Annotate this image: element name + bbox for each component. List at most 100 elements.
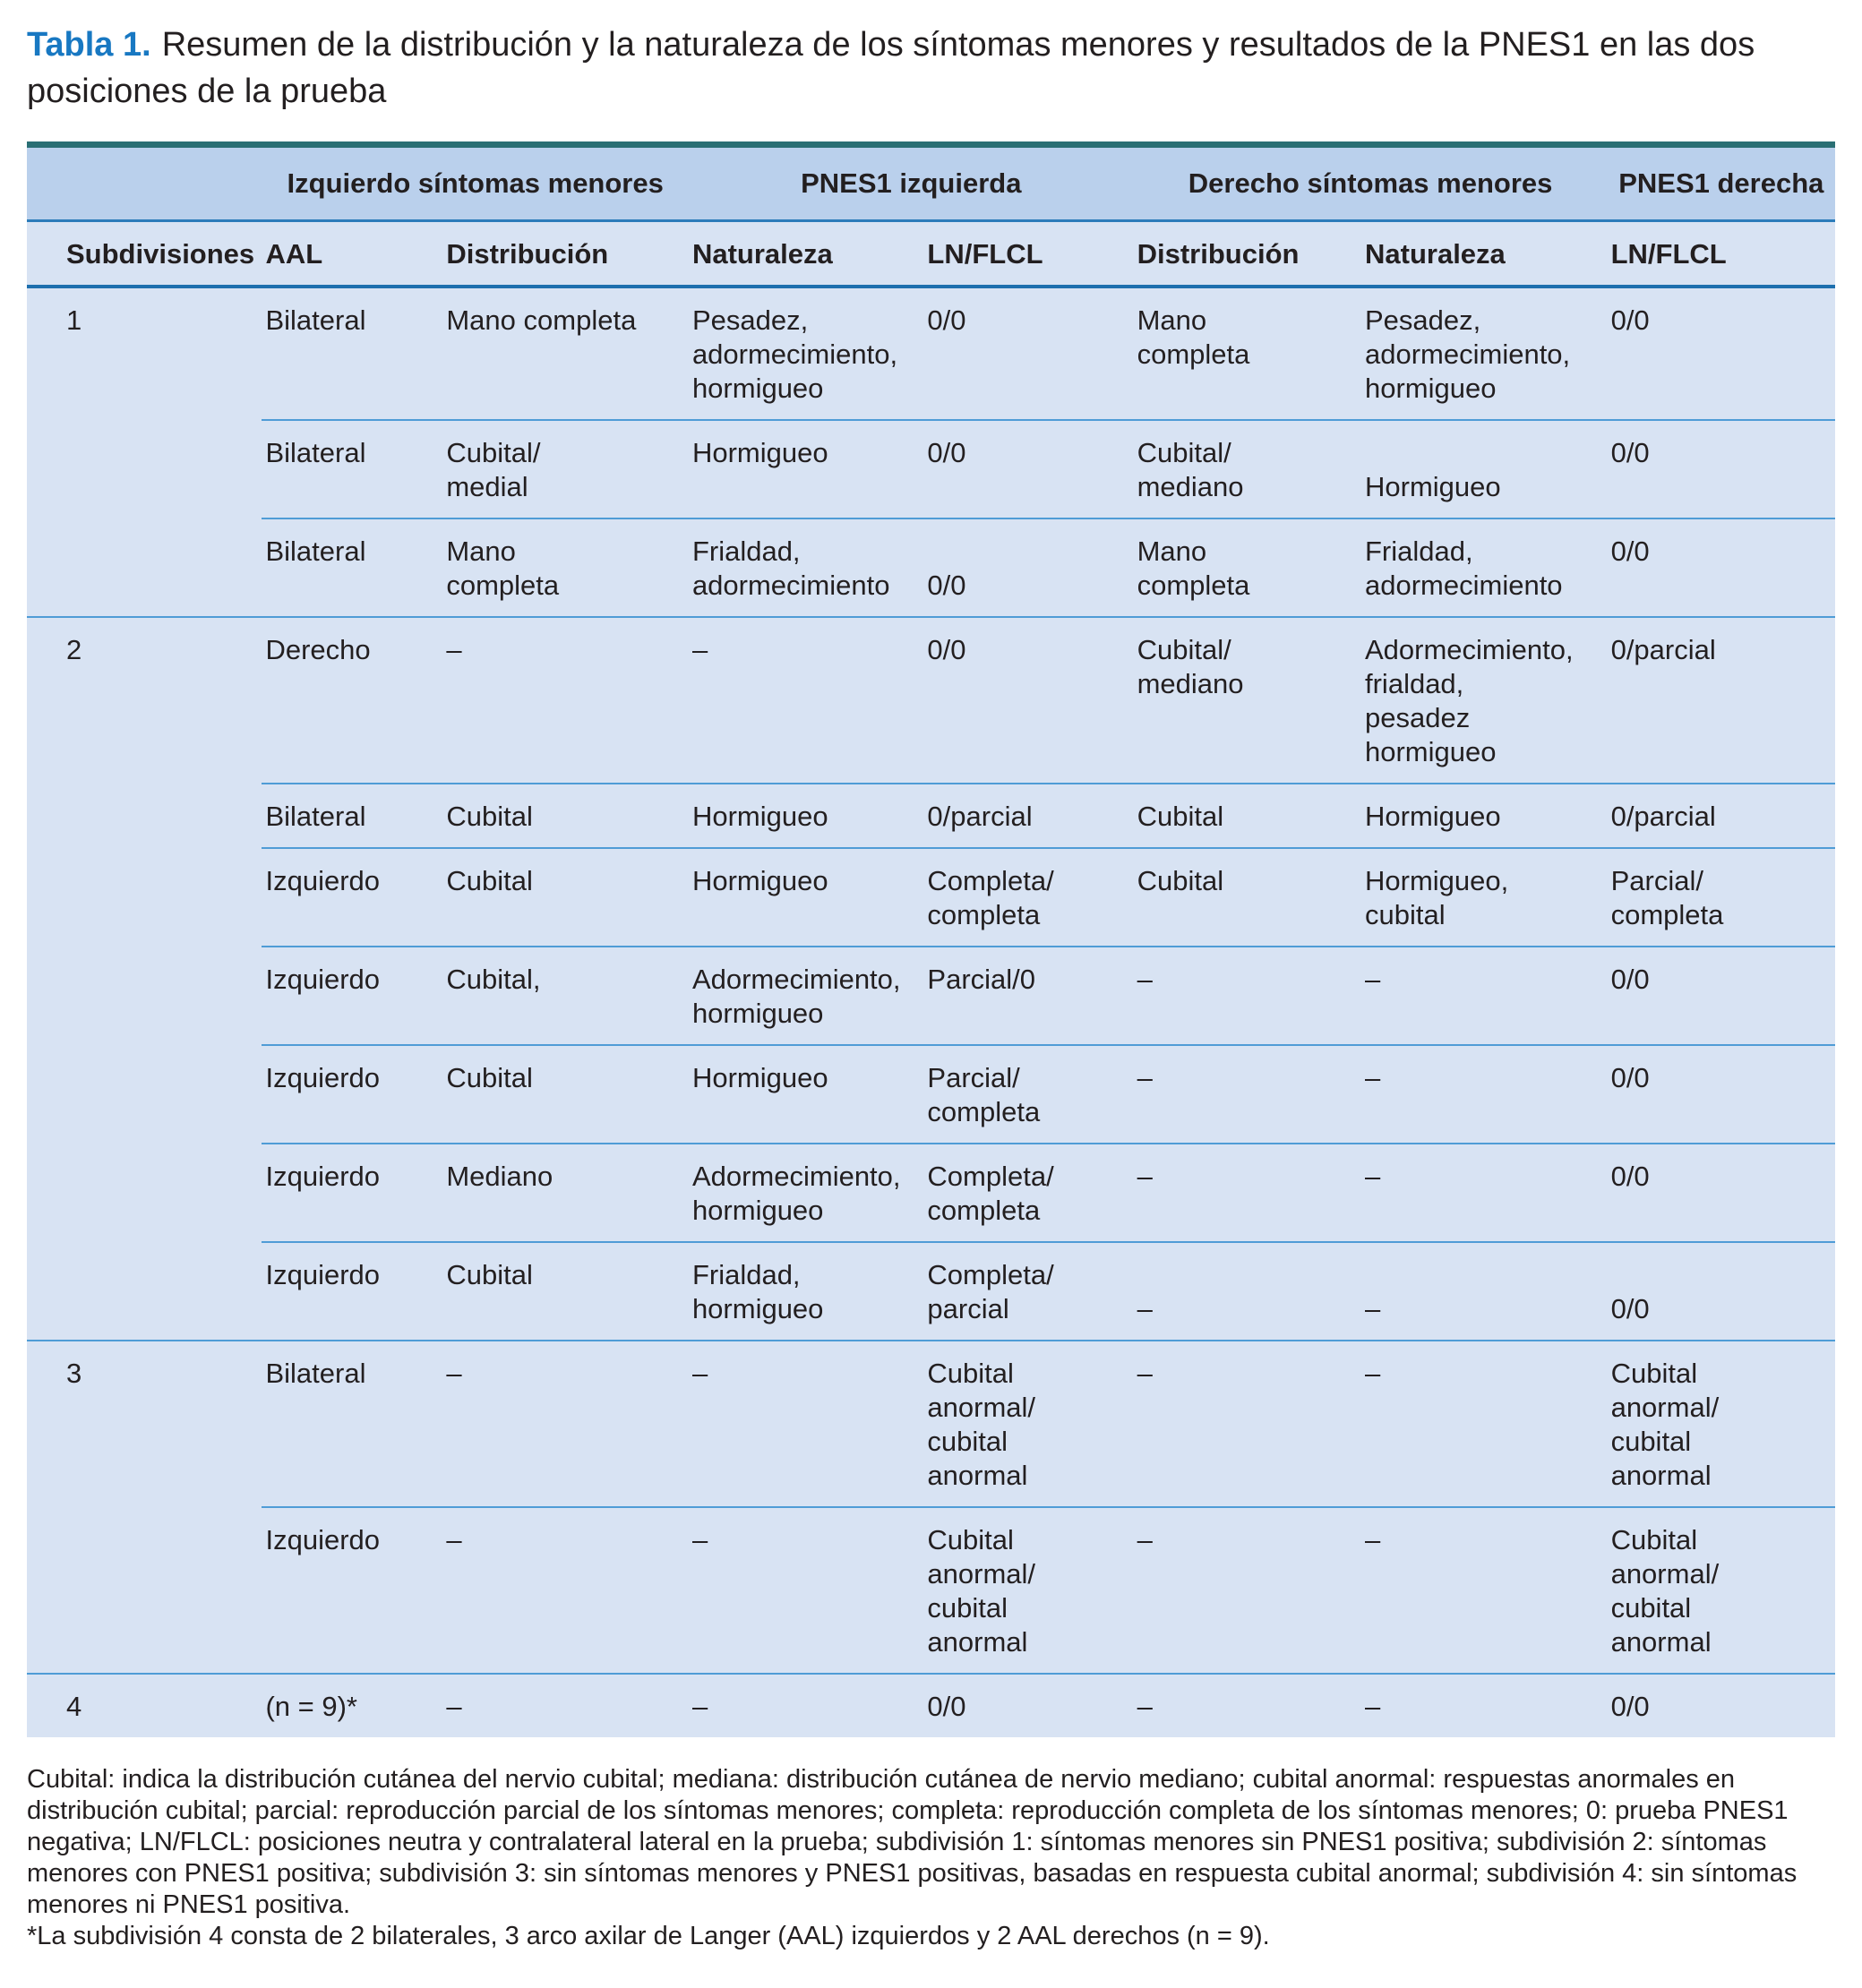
data-cell: 0/0: [1610, 304, 1650, 336]
data-cell: Derecho: [262, 616, 443, 784]
data-cell: 0/0: [1607, 518, 1835, 617]
data-cell: Mano completa: [1133, 518, 1361, 617]
column-header-cell: Subdivisiones: [27, 220, 262, 288]
data-cell: –: [442, 616, 689, 784]
data-cell: Mano completa: [446, 304, 637, 336]
data-cell: Cubital: [1133, 783, 1361, 848]
subdivision-cell: [27, 1507, 262, 1674]
data-cell: Frialdad, hormigueo: [688, 1241, 924, 1341]
data-cell: Izquierdo: [262, 1143, 443, 1242]
data-cell: –: [1361, 1506, 1608, 1674]
data-cell: Hormigueo: [688, 1044, 924, 1144]
data-cell: Adormecimiento, frialdad, pesadez hormig…: [1361, 616, 1608, 784]
table-body: 1 Bilateral Mano completa Pesadez, adormeci…: [27, 287, 1835, 1737]
data-cell: Cubital,: [442, 946, 689, 1045]
data-cell: –: [1133, 1340, 1361, 1507]
data-cell: 0/parcial: [1607, 783, 1835, 848]
group-header-cell: Izquierdo síntomas menores: [262, 144, 689, 222]
column-header-cell: Naturaleza: [1361, 220, 1608, 288]
table-row: 4 (n = 9)* – –0/0– –0/0: [27, 1673, 1835, 1737]
data-cell: –: [1361, 1143, 1608, 1242]
data-cell: 0/0: [1607, 1673, 1835, 1737]
data-cell: Izquierdo: [262, 1044, 443, 1144]
column-header-cell: Distribución: [1133, 220, 1361, 288]
subdivision-cell: [27, 518, 262, 617]
data-cell: Parcial/0: [923, 946, 1134, 1045]
data-cell: Cubital/ mediano: [1133, 419, 1361, 518]
data-cell: –: [1133, 1673, 1361, 1737]
data-cell: –: [442, 1673, 689, 1737]
data-cell: –: [442, 1340, 689, 1507]
data-cell: Cubital: [1133, 847, 1361, 947]
data-cell: Bilateral: [262, 1340, 443, 1507]
data-cell: –: [442, 1506, 689, 1674]
data-cell: Cubital/ mediano: [1133, 616, 1361, 784]
subdivision-cell: [27, 420, 262, 518]
column-header-cell: LN/FLCL: [923, 220, 1134, 288]
column-header-cell: LN/FLCL: [1607, 220, 1835, 288]
column-header-cell: Naturaleza: [688, 220, 924, 288]
data-cell: Parcial/ completa: [923, 1044, 1134, 1144]
data-cell: Cubital/ medial: [442, 419, 689, 518]
table-row: 3 Bilateral – – Cubital anormal/ cubital ano…: [27, 1340, 1835, 1507]
data-cell: Adormecimiento, hormigueo: [688, 946, 924, 1045]
table-row: Bilateral Cubital/ medial Hormigueo 0/0 Cubi…: [27, 419, 1835, 518]
group-header-cell: [27, 144, 262, 222]
data-cell: –: [1361, 1241, 1608, 1341]
data-cell: Bilateral: [262, 419, 443, 518]
data-cell: 0/0: [1607, 1143, 1835, 1242]
data-cell: Izquierdo: [262, 1241, 443, 1341]
data-cell: 0/0: [923, 616, 1134, 784]
data-cell: Cubital: [442, 1044, 689, 1144]
results-table: Izquierdo síntomas menores PNES1 izquierd…: [27, 141, 1835, 1737]
table-title: Tabla 1. Resumen de la distribución y la …: [27, 21, 1800, 115]
data-cell: Cubital anormal/ cubital anormal: [1607, 1506, 1835, 1674]
data-cell: Izquierdo: [262, 946, 443, 1045]
group-header-row: Izquierdo síntomas menores PNES1 izquierd…: [27, 144, 1835, 222]
subdivision-cell: 3: [27, 1340, 262, 1507]
data-cell: 0/0: [927, 304, 966, 336]
table-row: Bilateral Cubital Hormigueo 0/parcial Cubita…: [27, 783, 1835, 848]
subdivision-cell: 2: [27, 616, 262, 784]
data-cell: Hormigueo: [688, 419, 924, 518]
data-cell: Parcial/ completa: [1607, 847, 1835, 947]
subdivision-cell: 1: [66, 304, 82, 336]
table-row: Izquierdo Cubital Hormigueo Completa/ compl…: [27, 847, 1835, 947]
table-head: Izquierdo síntomas menores PNES1 izquierd…: [27, 144, 1835, 288]
table-row: 1 Bilateral Mano completa Pesadez, adormeci…: [27, 287, 1835, 420]
column-header-row: Subdivisiones AAL Distribución Naturaleza LN…: [27, 220, 1835, 288]
subdivision-cell: [27, 947, 262, 1045]
subdivision-cell: [27, 784, 262, 848]
data-cell: –: [688, 1506, 924, 1674]
data-cell: Mediano: [442, 1143, 689, 1242]
data-cell: Izquierdo: [262, 1506, 443, 1674]
data-cell: 0/0: [923, 1673, 1134, 1737]
footnote-legend: Cubital: indica la distribución cutánea …: [27, 1765, 1798, 1919]
group-header-cell: PNES1 derecha: [1607, 144, 1835, 222]
table-row: Izquierdo Mediano Adormecimiento, hormigue…: [27, 1143, 1835, 1242]
data-cell: –: [1361, 946, 1608, 1045]
data-cell: Completa/ completa: [923, 1143, 1134, 1242]
table-title-label: Tabla 1.: [27, 26, 151, 64]
data-cell: Bilateral: [262, 783, 443, 848]
subdivision-cell: 4: [27, 1673, 262, 1737]
data-cell: –: [1361, 1673, 1608, 1737]
data-cell: Pesadez, adormecimiento, hormigueo: [1365, 304, 1571, 404]
data-cell: –: [1133, 946, 1361, 1045]
subdivision-cell: [27, 1144, 262, 1242]
data-cell: Cubital anormal/ cubital anormal: [1607, 1340, 1835, 1507]
data-cell: –: [688, 616, 924, 784]
data-cell: Cubital anormal/ cubital anormal: [923, 1340, 1134, 1507]
data-cell: Hormigueo: [688, 783, 924, 848]
data-cell: Hormigueo: [1361, 419, 1608, 518]
data-cell: Completa/ completa: [923, 847, 1134, 947]
footnotes: Cubital: indica la distribución cutánea …: [27, 1764, 1835, 1952]
data-cell: Cubital: [442, 847, 689, 947]
table-row: Bilateral Mano completa Frialdad, adormeci…: [27, 518, 1835, 617]
data-cell: Cubital: [442, 1241, 689, 1341]
table-row: Izquierdo Cubital Frialdad, hormigueo Compl…: [27, 1241, 1835, 1341]
data-cell: –: [688, 1340, 924, 1507]
data-cell: 0/0: [1607, 1241, 1835, 1341]
data-cell: Mano completa: [442, 518, 689, 617]
